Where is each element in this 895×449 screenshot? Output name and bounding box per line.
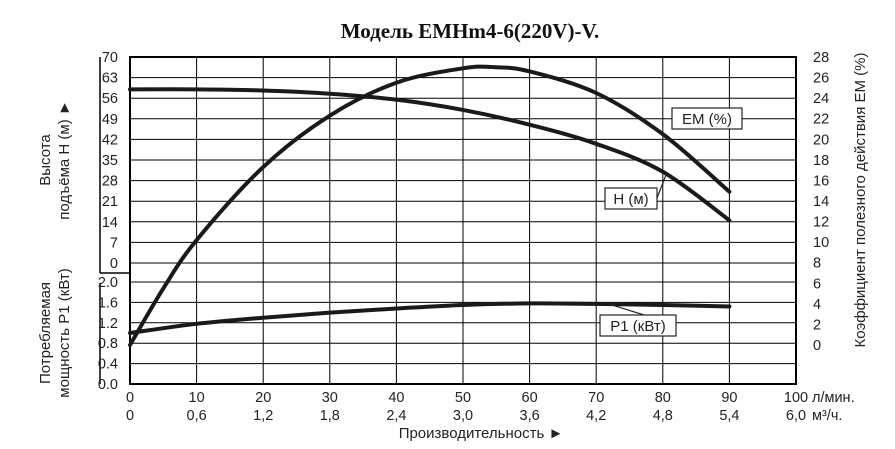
x-primary-tick-label: 90 [721,390,737,406]
x-secondary-unit: м³/ч. [812,408,842,424]
power-axis-label-line2: мощность Р1 (кВт) [56,268,73,397]
head-label-leader [656,174,667,199]
head-tick-label: 63 [102,71,118,87]
power-tick-label: 0.0 [98,377,118,393]
x-secondary-tick-label: 0 [126,408,134,424]
x-primary-tick-label: 60 [522,390,538,406]
efficiency-tick-label: 18 [813,153,829,169]
head-tick-label: 42 [102,132,118,148]
efficiency-tick-label: 24 [813,91,829,107]
series-labels: Н (м) ЕМ (%) Р1 (кВт) [599,107,743,337]
efficiency-tick-label: 20 [813,132,829,148]
efficiency-tick-label: 16 [813,173,829,189]
head-tick-label: 70 [102,50,118,66]
x-secondary-tick-label: 3,0 [453,408,473,424]
head-tick-label: 28 [102,174,118,190]
power-label-box [599,314,677,337]
x-primary-tick-label: 70 [588,390,604,406]
head-tick-label: 35 [102,153,118,169]
x-primary-tick-label: 40 [388,390,404,406]
head-series-label: Н (м) [613,191,648,208]
head-axis-label-line2: подъёма Н (м) ► [56,100,73,219]
power-tick-label: 1.2 [98,316,118,332]
x-primary-tick-label: 10 [189,390,205,406]
x-primary-tick-label: 80 [655,390,671,406]
x-secondary-tick-label: 5,4 [719,408,739,424]
chart-title: Модель EMHm4-6(220V)-V. [341,19,600,43]
head-label-box [604,187,658,210]
efficiency-curve [128,64,732,347]
efficiency-axis-label: Коэффициент полезного действия ЕМ (%) [852,53,869,348]
power-tick-label: 0.8 [98,336,118,352]
x-secondary-tick-label: 2,4 [386,408,406,424]
x-secondary-tick-label: 6,0 [786,408,806,424]
x-secondary-tick-label: 0,6 [187,408,207,424]
power-tick-label: 0.4 [98,357,118,373]
power-tick-label: 1.6 [98,295,118,311]
head-tick-label: 7 [110,235,118,251]
efficiency-tick-label: 2 [813,317,821,333]
x-primary-unit: л/мин. [812,390,855,406]
axis-titles: Высота подъёма Н (м) ► Потребляемая мощн… [37,53,869,442]
head-curve [128,87,732,223]
efficiency-series-label: ЕМ (%) [682,111,732,128]
power-curve [128,301,732,335]
efficiency-tick-label: 4 [813,297,821,313]
data-curves [128,64,732,347]
x-primary-tick-label: 30 [322,390,338,406]
efficiency-tick-label: 22 [813,112,829,128]
efficiency-tick-label: 8 [813,256,821,272]
x-primary-tick-label: 20 [255,390,271,406]
x-secondary-tick-label: 1,2 [253,408,273,424]
efficiency-tick-label: 6 [813,276,821,292]
x-secondary-tick-label: 4,2 [586,408,606,424]
head-tick-label: 21 [102,194,118,210]
x-primary-tick-label: 100 [784,390,808,406]
power-series-label: Р1 (кВт) [610,318,665,335]
head-tick-label: 0 [110,256,118,272]
head-tick-label: 49 [102,112,118,128]
efficiency-tick-label: 28 [813,50,829,66]
x-secondary-tick-label: 3,6 [520,408,540,424]
efficiency-tick-label: 10 [813,235,829,251]
efficiency-tick-label: 26 [813,71,829,87]
plot-frame [129,56,797,385]
head-axis-label-line1: Высота [37,134,54,186]
x-secondary-tick-label: 1,8 [320,408,340,424]
x-axis-label: Производительность ► [399,425,564,442]
x-primary-tick-label: 0 [126,390,134,406]
efficiency-tick-label: 14 [813,194,829,210]
x-secondary-tick-label: 4,8 [653,408,673,424]
power-axis-label-line1: Потребляемая [37,282,54,384]
x-primary-tick-label: 50 [455,390,471,406]
efficiency-label-box [671,107,743,130]
tick-labels: 071421283542495663700.00.40.81.21.62.002… [98,50,829,424]
head-tick-label: 56 [102,91,118,107]
efficiency-tick-label: 0 [813,338,821,354]
power-tick-label: 2.0 [98,275,118,291]
efficiency-tick-label: 12 [813,215,829,231]
head-tick-label: 14 [102,215,118,231]
